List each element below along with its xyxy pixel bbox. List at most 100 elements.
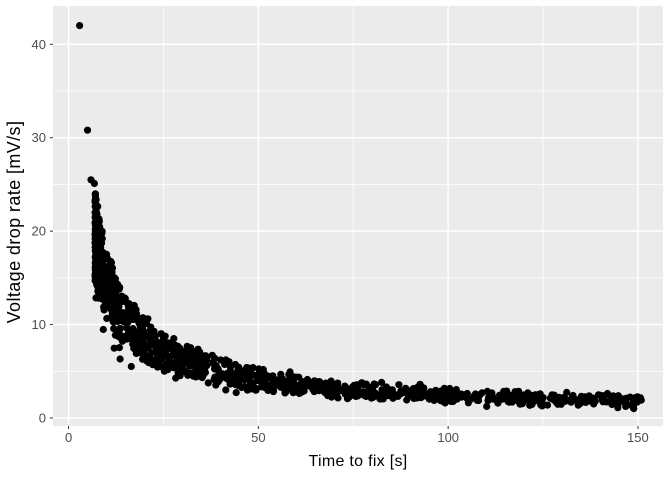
scatter-point — [622, 402, 630, 410]
scatter-point — [123, 313, 132, 321]
scatter-point — [173, 353, 181, 362]
scatter-point — [455, 393, 463, 401]
scatter-point — [286, 368, 294, 376]
scatter-point — [590, 400, 598, 408]
scatter-point — [444, 396, 452, 404]
scatter-point — [494, 399, 502, 407]
scatter-point — [98, 229, 106, 237]
scatter-point — [168, 361, 177, 369]
scatter-point — [316, 379, 325, 387]
scatter-point — [341, 388, 349, 396]
scatter-point — [226, 377, 234, 385]
scatter-point — [387, 389, 395, 397]
scatter-point — [194, 363, 202, 371]
scatter-point — [115, 344, 123, 352]
scatter-point — [92, 276, 100, 284]
scatter-point — [91, 202, 99, 210]
scatter-point — [599, 392, 607, 400]
scatter-point — [92, 294, 100, 302]
scatter-point — [252, 386, 260, 394]
scatter-point — [188, 369, 196, 377]
y-tick-label: 0 — [39, 411, 46, 426]
scatter-point — [232, 389, 240, 397]
scatter-point — [170, 348, 178, 356]
scatter-point — [543, 401, 552, 409]
scatter-point — [488, 389, 496, 397]
plot-area: 0 50 100 150 0 10 20 30 40 — [32, 6, 663, 445]
scatter-point — [281, 389, 289, 397]
scatter-point — [110, 303, 118, 311]
scatter-point — [395, 381, 403, 389]
scatter-point — [382, 383, 390, 391]
scatter-point — [110, 274, 118, 282]
scatter-point — [333, 388, 341, 396]
scatter-point — [203, 355, 211, 364]
scatter-point — [504, 398, 512, 406]
scatter-point — [96, 223, 104, 231]
scatter-point — [97, 282, 105, 290]
scatter-point — [615, 398, 623, 406]
scatter-point — [140, 327, 148, 335]
scatter-point — [96, 238, 104, 246]
scatter-point — [218, 370, 226, 378]
scatter-point — [352, 391, 360, 400]
scatter-point — [195, 370, 203, 378]
scatter-point — [548, 391, 556, 399]
y-axis-title: Voltage drop rate [mV/s] — [4, 121, 24, 324]
scatter-point — [239, 368, 247, 376]
scatter-point — [475, 391, 484, 400]
scatter-point — [132, 328, 140, 336]
scatter-point — [101, 270, 109, 278]
scatter-point — [288, 381, 296, 389]
scatter-point — [397, 387, 405, 395]
scatter-point — [552, 398, 561, 407]
scatter-point — [415, 382, 423, 390]
scatter-point — [127, 362, 135, 371]
scatter-point — [109, 314, 117, 322]
scatter-point — [154, 343, 162, 351]
scatter-point — [99, 325, 107, 334]
scatter-point — [369, 383, 377, 391]
scatter-point — [621, 397, 630, 405]
scatter-point — [186, 358, 194, 367]
scatter-point — [204, 379, 212, 387]
scatter-point — [200, 365, 208, 374]
x-tick-label: 0 — [65, 430, 72, 445]
scatter-point — [409, 393, 417, 401]
scatter-point — [354, 385, 362, 393]
scatter-point — [163, 345, 171, 353]
grid-minor — [53, 6, 663, 426]
scatter-point — [637, 396, 645, 404]
scatter-point — [140, 353, 148, 361]
scatter-point-outlier — [90, 179, 98, 188]
scatter-point — [132, 306, 140, 314]
scatter-point — [529, 398, 538, 406]
scatter-point — [212, 381, 220, 389]
scatter-point — [578, 398, 586, 406]
scatter-point — [364, 390, 372, 398]
scatter-point — [208, 351, 216, 359]
scatter-point — [322, 388, 330, 396]
scatter-point — [500, 387, 508, 395]
scatter-point — [305, 382, 313, 390]
scatter-point — [403, 396, 411, 404]
scatter-point — [180, 348, 188, 356]
x-axis-title: Time to fix [s] — [308, 453, 407, 470]
scatter-point — [246, 380, 255, 388]
scatter-point — [298, 382, 306, 391]
scatter-point — [116, 332, 124, 340]
scatter-point — [161, 362, 170, 370]
scatter-point — [269, 372, 277, 380]
scatter-point — [139, 314, 147, 322]
scatter-point — [116, 355, 124, 363]
scatter-point — [267, 382, 275, 390]
scatter-point — [98, 288, 106, 297]
scatter-point — [483, 402, 491, 410]
scatter-point — [106, 267, 115, 275]
scatter-point — [464, 399, 472, 407]
scatter-point — [104, 288, 112, 296]
scatter-point — [452, 386, 460, 394]
scatter-point — [446, 384, 454, 393]
x-tick-label: 100 — [437, 430, 459, 445]
